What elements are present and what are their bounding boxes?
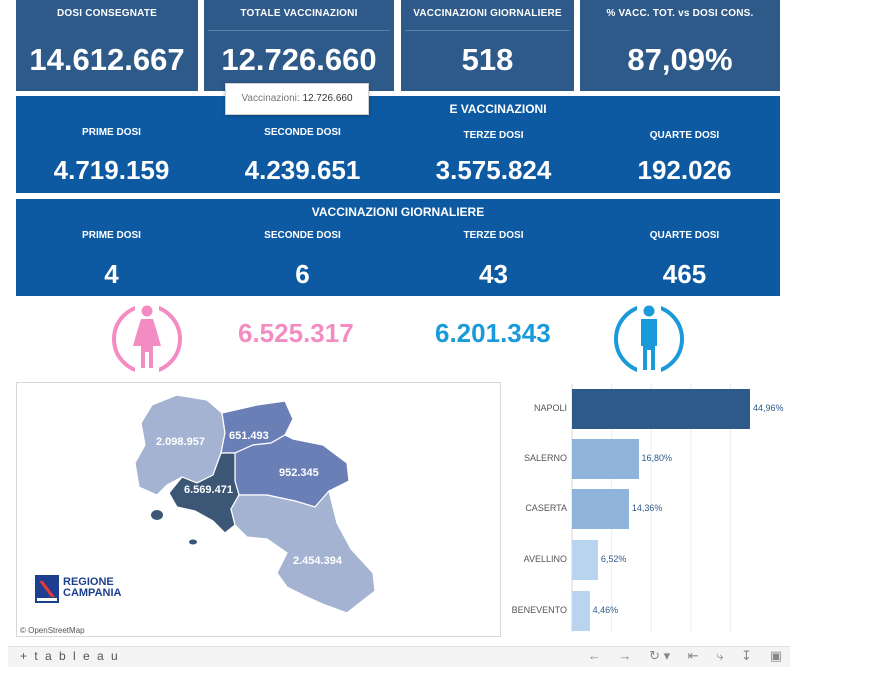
- bar-caserta[interactable]: [572, 489, 629, 529]
- kpi-label: DOSI CONSEGNATE: [56, 8, 158, 19]
- bar-napoli[interactable]: [572, 389, 751, 429]
- revert-icon[interactable]: ↻ ▾: [649, 648, 671, 663]
- bar-value-label: 44,96%: [753, 403, 784, 413]
- female-icon: [112, 302, 182, 376]
- col-value: 192.026: [637, 155, 732, 185]
- kpi-value: 14.612.667: [29, 42, 185, 77]
- male-count: 6.201.343: [435, 318, 551, 348]
- share-icon[interactable]: ⤷: [716, 648, 724, 663]
- toolbar-icons: ← → ↻ ▾ ⇤ ⤷ ↧ ▣: [574, 648, 782, 664]
- col-label: TERZE DOSI: [463, 230, 524, 241]
- map-island-ischia: [151, 510, 163, 520]
- reset-icon[interactable]: ⇤: [687, 648, 699, 663]
- undo-icon[interactable]: ←: [587, 648, 601, 663]
- kpi-percentuale[interactable]: % VACC. TOT. vs DOSI CONS. 87,09%: [580, 0, 780, 91]
- col-label: SECONDE DOSI: [264, 127, 341, 138]
- map-label-napoli: 6.569.471: [184, 484, 233, 496]
- col-value: 4.239.651: [244, 155, 361, 185]
- fullscreen-icon[interactable]: ▣: [769, 648, 782, 663]
- tooltip-key: Vaccinazioni:: [241, 93, 300, 104]
- bar-category-label: SALERNO: [523, 453, 567, 463]
- kpi-label: VACCINAZIONI GIORNALIERE: [413, 8, 562, 19]
- daily-band: VACCINAZIONI GIORNALIERE PRIME DOSI 4 SE…: [16, 199, 780, 296]
- col-label: TERZE DOSI: [463, 130, 524, 141]
- col-label: QUARTE DOSI: [649, 230, 720, 241]
- redo-icon[interactable]: →: [618, 648, 632, 663]
- bar-value-label: 4,46%: [592, 605, 619, 615]
- col-label: PRIME DOSI: [82, 230, 141, 241]
- map-island-capri: [189, 539, 197, 545]
- region-map[interactable]: 2.098.957 651.493 952.345 6.569.471 2.45…: [16, 382, 501, 637]
- map-region-salerno[interactable]: [230, 489, 376, 614]
- totals-seconde-dosi[interactable]: SECONDE DOSI 4.239.651: [207, 96, 398, 193]
- col-value: 4: [104, 259, 119, 289]
- divider: [208, 30, 390, 31]
- totals-terze-dosi[interactable]: TERZE DOSI 3.575.824: [398, 96, 589, 193]
- bar-category-label: NAPOLI: [533, 403, 567, 413]
- map-label-salerno: 2.454.394: [293, 555, 343, 567]
- totals-quarte-dosi[interactable]: QUARTE DOSI 192.026: [589, 96, 780, 193]
- bar-category-label: AVELLINO: [523, 554, 567, 564]
- regione-campania-logo: REGIONE CAMPANIA: [35, 575, 122, 603]
- bar-benevento[interactable]: [572, 591, 590, 631]
- map-label-benevento: 651.493: [229, 430, 269, 442]
- kpi-dosi-consegnate[interactable]: DOSI CONSEGNATE 14.612.667: [16, 0, 198, 91]
- tableau-logo[interactable]: + t a b l e a u: [20, 649, 120, 663]
- map-attribution[interactable]: © OpenStreetMap: [20, 626, 85, 635]
- map-canvas: 2.098.957 651.493 952.345 6.569.471 2.45…: [20, 394, 376, 635]
- download-icon[interactable]: ↧: [741, 648, 753, 663]
- band-title: VACCINAZIONI GIORNALIERE: [311, 205, 485, 219]
- col-value: 6: [295, 259, 310, 289]
- kpi-label: TOTALE VACCINAZIONI: [240, 8, 358, 19]
- bar-value-label: 6,52%: [600, 554, 627, 564]
- tooltip: Vaccinazioni: 12.726.660: [225, 83, 369, 115]
- daily-quarte-dosi[interactable]: QUARTE DOSI 465: [589, 199, 780, 296]
- map-label-avellino: 952.345: [279, 467, 319, 479]
- band-title: E VACCINAZIONI: [449, 102, 547, 116]
- bar-avellino[interactable]: [572, 540, 598, 580]
- totals-band: E VACCINAZIONI PRIME DOSI 4.719.159 SECO…: [16, 96, 780, 193]
- tableau-toolbar: + t a b l e a u ← → ↻ ▾ ⇤ ⤷ ↧ ▣: [8, 646, 790, 667]
- divider: [405, 30, 570, 31]
- logo-line-1: REGIONE: [63, 576, 114, 588]
- kpi-value: 87,09%: [627, 42, 733, 77]
- daily-terze-dosi[interactable]: TERZE DOSI 43: [398, 199, 589, 296]
- logo-line-2: CAMPANIA: [63, 587, 122, 599]
- kpi-value: 518: [461, 42, 514, 77]
- totals-prime-dosi[interactable]: PRIME DOSI 4.719.159: [16, 96, 207, 193]
- bar-salerno[interactable]: [572, 439, 639, 479]
- male-icon: [614, 302, 684, 376]
- col-value: 43: [479, 259, 508, 289]
- bar-value-label: 16,80%: [641, 453, 673, 463]
- kpi-totale-vaccinazioni[interactable]: TOTALE VACCINAZIONI 12.726.660: [204, 0, 394, 91]
- col-value: 4.719.159: [53, 155, 170, 185]
- bar-category-label: CASERTA: [525, 503, 567, 513]
- province-bar-chart: NAPOLI 44,96% SALERNO 16,80% CASERTA 14,…: [505, 382, 784, 635]
- bar-value-label: 14,36%: [631, 503, 663, 513]
- daily-seconde-dosi[interactable]: SECONDE DOSI 6: [207, 199, 398, 296]
- bar-category-label: BENEVENTO: [511, 605, 567, 615]
- kpi-vaccinazioni-giornaliere[interactable]: VACCINAZIONI GIORNALIERE 518: [401, 0, 574, 91]
- kpi-value: 12.726.660: [221, 42, 377, 77]
- col-label: QUARTE DOSI: [649, 130, 720, 141]
- map-label-caserta: 2.098.957: [156, 436, 205, 448]
- col-label: SECONDE DOSI: [264, 230, 341, 241]
- female-count: 6.525.317: [238, 318, 354, 348]
- kpi-label: % VACC. TOT. vs DOSI CONS.: [606, 8, 754, 19]
- col-value: 465: [662, 259, 707, 289]
- tooltip-value: 12.726.660: [302, 93, 353, 104]
- col-value: 3.575.824: [435, 155, 552, 185]
- col-label: PRIME DOSI: [82, 127, 141, 138]
- daily-prime-dosi[interactable]: PRIME DOSI 4: [16, 199, 207, 296]
